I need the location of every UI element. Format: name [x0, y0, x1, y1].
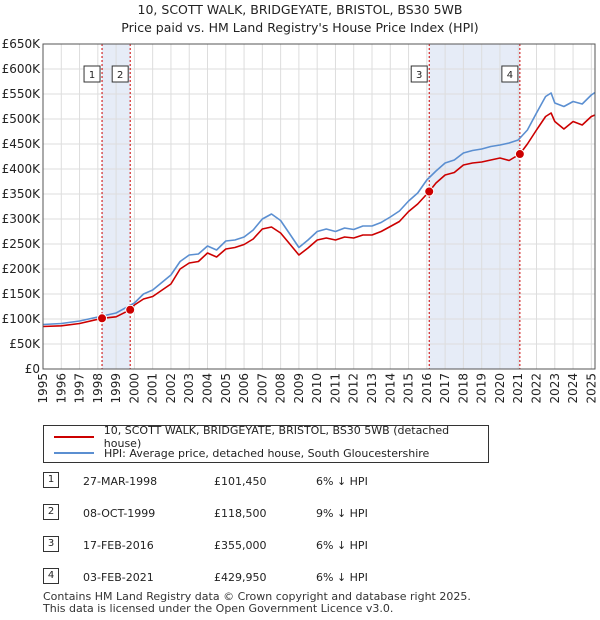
sale-hpi-diff: 9% ↓ HPI: [316, 507, 368, 520]
x-tick-label: 2006: [237, 373, 251, 404]
sale-point: [424, 186, 435, 197]
chart-title: 10, SCOTT WALK, BRIDGEYATE, BRISTOL, BS3…: [138, 2, 463, 17]
sale-number-badge: 2: [43, 504, 59, 520]
footer-line-licence: This data is licensed under the Open Gov…: [43, 602, 394, 615]
table-row: 1 27-MAR-1998 £101,450 6% ↓ HPI: [43, 472, 463, 492]
sale-marker-box: [83, 65, 101, 83]
y-tick-label: £200K: [2, 262, 42, 276]
legend-item-property: 10, SCOTT WALK, BRIDGEYATE, BRISTOL, BS3…: [54, 424, 488, 450]
y-tick-label: £0: [25, 362, 40, 376]
x-tick-label: 2010: [310, 373, 324, 404]
x-tick-label: 2023: [548, 373, 562, 404]
y-tick-label: £250K: [2, 237, 42, 251]
sale-marker-label: 1: [89, 70, 95, 81]
x-tick-label: 2008: [274, 373, 288, 404]
plot-frame: [42, 43, 596, 370]
sale-number-badge: 1: [43, 472, 59, 488]
sale-marker-label: 4: [507, 70, 513, 81]
footer-attribution: Contains HM Land Registry data © Crown c…: [43, 591, 471, 615]
x-tick-label: 1997: [73, 373, 87, 404]
x-tick-label: 2011: [328, 373, 342, 404]
y-tick-label: £400K: [2, 162, 42, 176]
legend-swatch-property: [54, 436, 94, 438]
x-tick-label: 2003: [182, 373, 196, 404]
sale-marker-label: 2: [117, 70, 123, 81]
x-tick-label: 2021: [511, 373, 525, 404]
sale-point: [514, 149, 525, 160]
x-tick-label: 2012: [347, 373, 361, 404]
y-tick-label: £500K: [2, 112, 42, 126]
y-tick-label: £600K: [2, 62, 42, 76]
x-tick-label: 2004: [201, 373, 215, 404]
sale-date: 17-FEB-2016: [83, 539, 154, 552]
sale-point: [125, 304, 136, 315]
x-tick-label: 2013: [365, 373, 379, 404]
shaded-period: [429, 44, 520, 369]
sale-hpi-diff: 6% ↓ HPI: [316, 539, 368, 552]
table-row: 4 03-FEB-2021 £429,950 6% ↓ HPI: [43, 568, 463, 588]
sale-price: £118,500: [214, 507, 267, 520]
sale-hpi-diff: 6% ↓ HPI: [316, 475, 368, 488]
sale-price: £429,950: [214, 571, 267, 584]
x-tick-label: 2002: [164, 373, 178, 404]
y-tick-label: £100K: [2, 312, 42, 326]
legend: 10, SCOTT WALK, BRIDGEYATE, BRISTOL, BS3…: [43, 424, 489, 463]
x-tick-label: 2019: [475, 373, 489, 404]
x-tick-label: 2016: [420, 373, 434, 404]
sale-date: 03-FEB-2021: [83, 571, 154, 584]
x-tick-label: 2014: [383, 373, 397, 404]
x-tick-label: 2018: [456, 373, 470, 404]
legend-item-hpi: HPI: Average price, detached house, Sout…: [54, 445, 429, 461]
sale-number-badge: 4: [43, 568, 59, 584]
y-tick-label: £150K: [2, 287, 42, 301]
price-chart: 10, SCOTT WALK, BRIDGEYATE, BRISTOL, BS3…: [2, 2, 599, 404]
legend-label-property: 10, SCOTT WALK, BRIDGEYATE, BRISTOL, BS3…: [103, 424, 450, 450]
chart-subtitle: Price paid vs. HM Land Registry's House …: [121, 20, 478, 35]
footer-line-copyright: Contains HM Land Registry data © Crown c…: [43, 590, 471, 603]
x-tick-label: 2020: [493, 373, 507, 404]
x-tick-label: 2000: [127, 373, 141, 404]
x-tick-label: 1998: [91, 373, 105, 404]
x-tick-label: 2001: [146, 373, 160, 404]
legend-label-hpi: HPI: Average price, detached house, Sout…: [104, 446, 430, 460]
y-tick-label: £650K: [2, 37, 42, 51]
y-tick-label: £350K: [2, 187, 42, 201]
x-tick-label: 2022: [530, 373, 544, 404]
sale-marker-box: [410, 65, 428, 83]
x-tick-label: 2024: [566, 373, 580, 404]
y-tick-label: £50K: [9, 337, 41, 351]
x-tick-label: 2009: [292, 373, 306, 404]
x-tick-label: 2005: [219, 373, 233, 404]
y-tick-label: £550K: [2, 87, 42, 101]
sale-marker-label: 3: [416, 70, 422, 81]
sale-date: 08-OCT-1999: [83, 507, 156, 520]
y-tick-label: £300K: [2, 212, 42, 226]
y-tick-label: £450K: [2, 137, 42, 151]
table-row: 2 08-OCT-1999 £118,500 9% ↓ HPI: [43, 504, 463, 524]
sale-marker-box: [111, 65, 129, 83]
table-row: 3 17-FEB-2016 £355,000 6% ↓ HPI: [43, 536, 463, 556]
sale-price: £101,450: [214, 475, 267, 488]
sale-date: 27-MAR-1998: [83, 475, 158, 488]
sale-point: [97, 313, 108, 324]
x-tick-label: 1996: [54, 373, 68, 404]
series-line-hpi: [42, 91, 596, 326]
sale-price: £355,000: [214, 539, 267, 552]
x-tick-label: 2015: [402, 373, 416, 404]
sale-marker-box: [501, 65, 519, 83]
x-tick-label: 1999: [109, 373, 123, 404]
x-tick-label: 1995: [36, 373, 50, 404]
series-line-property: [42, 112, 596, 328]
sale-number-badge: 3: [43, 536, 59, 552]
sale-hpi-diff: 6% ↓ HPI: [316, 571, 368, 584]
x-tick-label: 2007: [255, 373, 269, 404]
x-tick-label: 2017: [438, 373, 452, 404]
x-tick-label: 2025: [584, 373, 598, 404]
legend-swatch-hpi: [54, 452, 94, 454]
